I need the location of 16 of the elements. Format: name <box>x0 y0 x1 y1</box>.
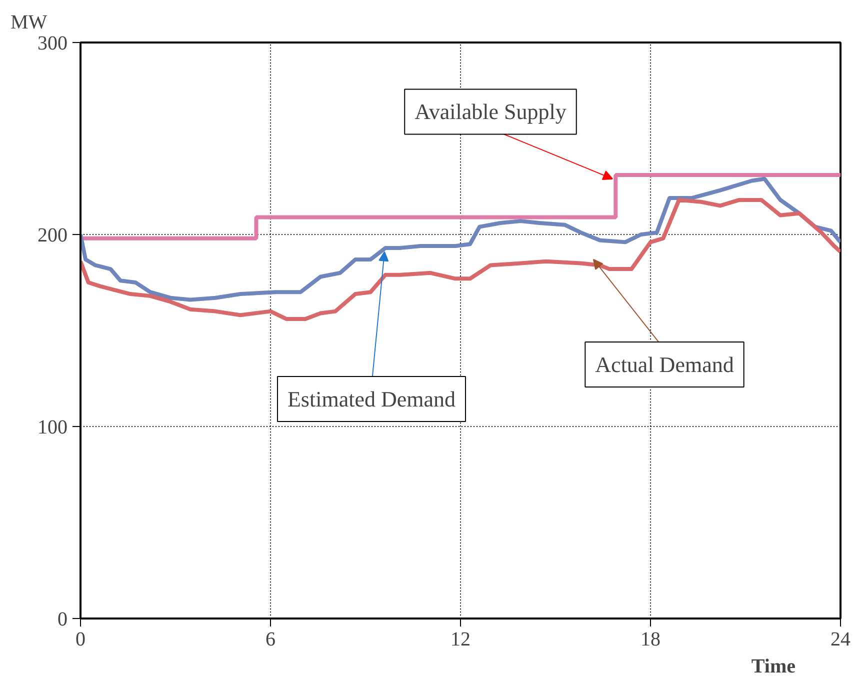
line-series <box>80 198 840 321</box>
x-axis-title: Time <box>751 656 796 678</box>
x-tick-label: 18 <box>640 628 660 650</box>
x-tick-label: 0 <box>76 628 86 650</box>
annotation: Available Supply <box>414 99 566 124</box>
line-series <box>80 176 840 302</box>
y-tick-label: 200 <box>38 224 68 246</box>
y-tick-label: 300 <box>38 32 68 54</box>
x-tick-label: 6 <box>266 628 276 650</box>
x-tick-label: 12 <box>450 628 470 650</box>
y-tick-label: 0 <box>58 608 68 630</box>
annotation: Estimated Demand <box>287 386 456 412</box>
x-tick-label: 24 <box>830 628 850 650</box>
y-tick-label: 100 <box>38 416 68 438</box>
y-axis-title: MW <box>10 12 48 34</box>
annotation: Actual Demand <box>595 352 734 377</box>
